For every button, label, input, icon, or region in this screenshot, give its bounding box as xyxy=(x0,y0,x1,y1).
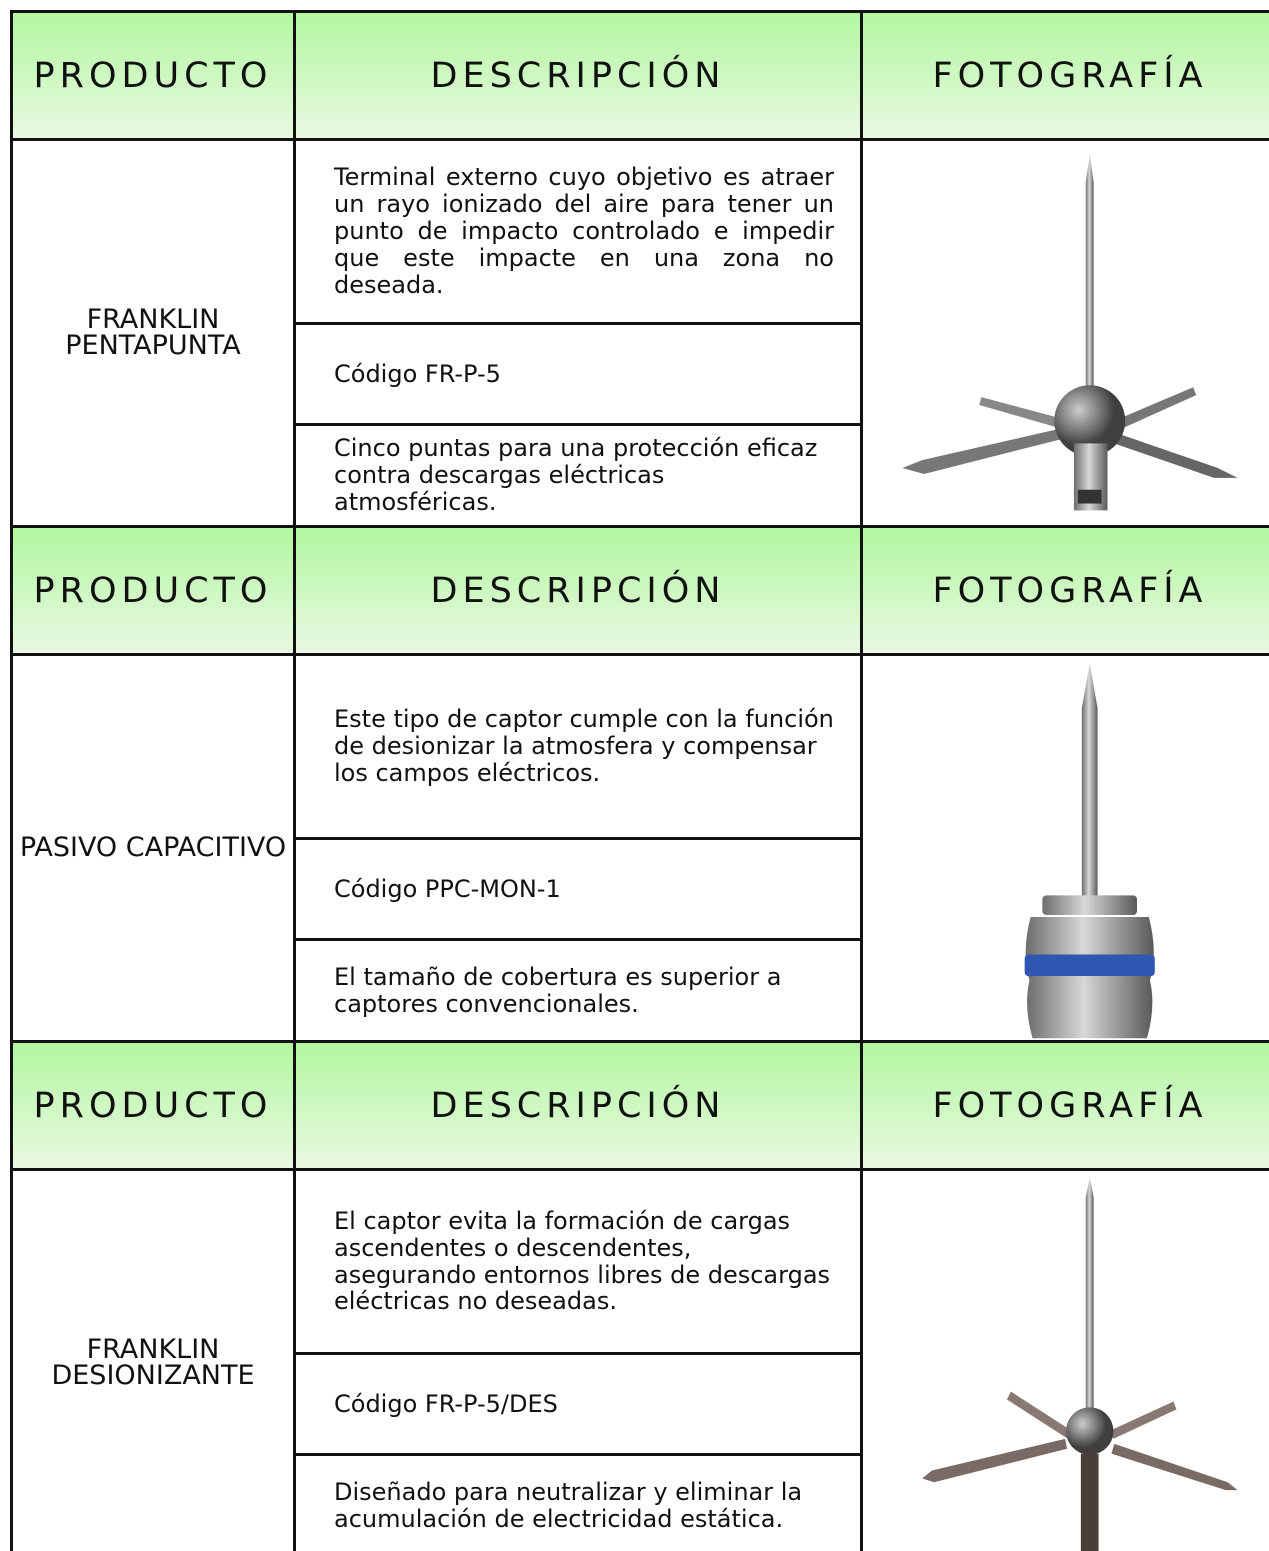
header-description-text: DESCRIPCIÓN xyxy=(430,570,726,611)
product-photo xyxy=(860,138,1269,528)
description-row: Terminal externo cuyo objetivo es atraer… xyxy=(293,138,863,325)
description-row-text: El captor evita la formación de cargas a… xyxy=(334,1206,831,1316)
photo-illustration xyxy=(1024,663,1155,1038)
header-photo: FOTOGRAFÍA xyxy=(860,1040,1269,1171)
description-row: Este tipo de captor cumple con la funció… xyxy=(293,653,863,840)
description-row-text: Código FR-P-5/DES xyxy=(334,1389,558,1418)
description-row-text: El tamaño de cobertura es superior a cap… xyxy=(334,962,782,1018)
header-photo-text: FOTOGRAFÍA xyxy=(932,55,1208,96)
product-name: PASIVO CAPACITIVO xyxy=(10,653,296,1043)
product-name-text: FRANKLIN DESIONIZANTE xyxy=(51,1334,255,1391)
header-photo: FOTOGRAFÍA xyxy=(860,10,1269,141)
description-row-text: Cinco puntas para una protección eficaz … xyxy=(334,434,818,516)
header-photo: FOTOGRAFÍA xyxy=(860,525,1269,656)
header-product-text: PRODUCTO xyxy=(33,1085,273,1126)
header-product: PRODUCTO xyxy=(10,10,296,141)
description-row: Código FR-P-5/DES xyxy=(293,1352,863,1456)
header-photo-text: FOTOGRAFÍA xyxy=(932,570,1208,611)
header-product-text: PRODUCTO xyxy=(33,570,273,611)
header-description-text: DESCRIPCIÓN xyxy=(430,55,726,96)
header-product: PRODUCTO xyxy=(10,525,296,656)
product-name: FRANKLIN DESIONIZANTE xyxy=(10,1168,296,1551)
description-row: Diseñado para neutralizar y eliminar la … xyxy=(293,1453,863,1551)
header-description: DESCRIPCIÓN xyxy=(293,525,863,656)
header-product-text: PRODUCTO xyxy=(33,55,273,96)
header-description: DESCRIPCIÓN xyxy=(293,1040,863,1171)
header-description: DESCRIPCIÓN xyxy=(293,10,863,141)
product-photo xyxy=(860,1168,1269,1551)
product-name-text: PASIVO CAPACITIVO xyxy=(19,832,287,864)
product-name-text: FRANKLIN PENTAPUNTA xyxy=(65,304,241,361)
description-row-text: Este tipo de captor cumple con la funció… xyxy=(334,705,834,787)
description-row: El captor evita la formación de cargas a… xyxy=(293,1168,863,1355)
header-photo-text: FOTOGRAFÍA xyxy=(932,1085,1208,1126)
photo-illustration xyxy=(902,154,1238,510)
description-row: El tamaño de cobertura es superior a cap… xyxy=(293,938,863,1043)
header-description-text: DESCRIPCIÓN xyxy=(430,1085,726,1126)
description-row: Código FR-P-5 xyxy=(293,322,863,426)
description-row: Cinco puntas para una protección eficaz … xyxy=(293,423,863,528)
description-row-text: Código PPC-MON-1 xyxy=(334,874,561,903)
photo-illustration xyxy=(922,1177,1238,1551)
description-row-text: Código FR-P-5 xyxy=(334,359,501,388)
product-name: FRANKLIN PENTAPUNTA xyxy=(10,138,296,528)
description-row: Código PPC-MON-1 xyxy=(293,837,863,941)
product-photo xyxy=(860,653,1269,1043)
header-product: PRODUCTO xyxy=(10,1040,296,1171)
description-row-text: Diseñado para neutralizar y eliminar la … xyxy=(334,1477,803,1533)
description-row-text: Terminal externo cuyo objetivo es atraer… xyxy=(334,163,834,299)
